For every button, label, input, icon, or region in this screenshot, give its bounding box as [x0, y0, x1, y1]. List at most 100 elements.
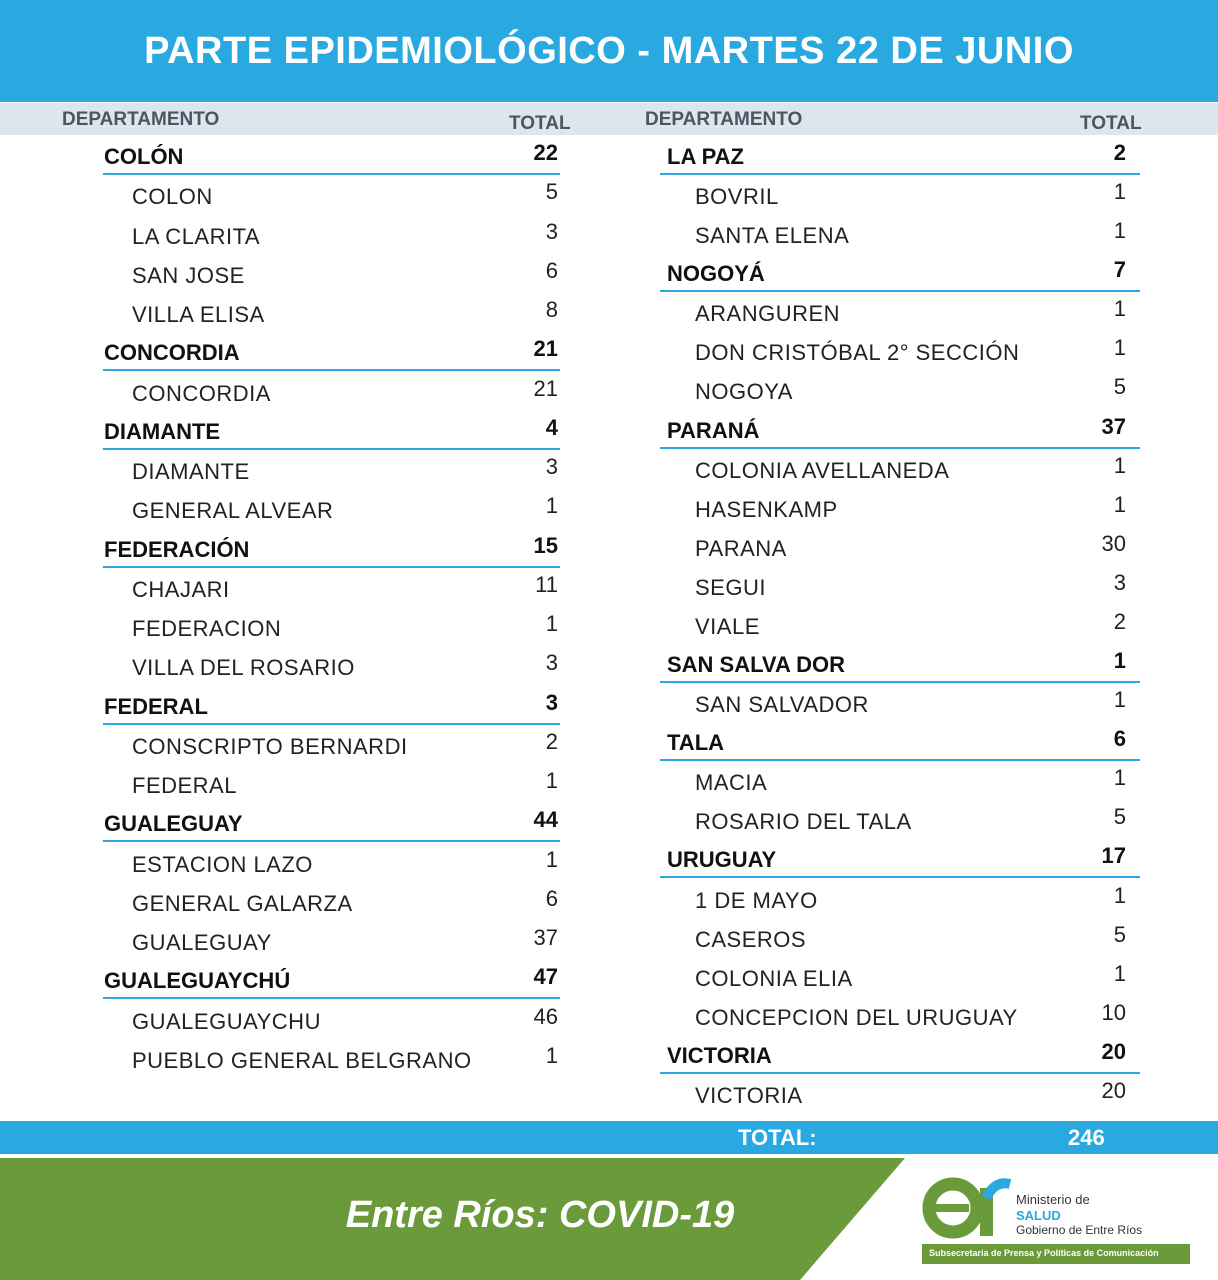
department-name: PARANÁ [667, 417, 760, 443]
department-rule [103, 173, 560, 175]
locality-name: CONCEPCION DEL URUGUAY [695, 1004, 1018, 1030]
department-total: 3 [545, 689, 558, 715]
logo-office: Subsecretaria de Prensa y Políticas de C… [929, 1248, 1159, 1258]
locality-name: PUEBLO GENERAL BELGRANO [132, 1047, 472, 1073]
department-rule [103, 997, 560, 1000]
department-total: 1 [1113, 648, 1126, 674]
locality-name: VICTORIA [695, 1082, 803, 1108]
department-rule [660, 446, 1140, 449]
department-rule [660, 876, 1140, 879]
locality-count: 3 [1113, 569, 1126, 595]
department-total: 22 [533, 140, 558, 165]
locality-name: CONCORDIA [132, 380, 271, 406]
department-total: 17 [1101, 843, 1126, 869]
column-header: DEPARTAMENTO [62, 109, 220, 130]
locality-name: SANTA ELENA [695, 223, 850, 249]
total-value: 246 [1068, 1125, 1105, 1150]
header-bar [0, 0, 1218, 102]
locality-name: VIALE [695, 613, 760, 639]
department-total: 6 [1113, 726, 1126, 752]
department-total: 20 [1101, 1038, 1126, 1064]
locality-name: SAN SALVADOR [695, 692, 869, 718]
locality-name: DIAMANTE [132, 459, 250, 485]
locality-count: 5 [1113, 804, 1126, 830]
total-bar [0, 1121, 1218, 1154]
column-header: DEPARTAMENTO [645, 109, 803, 130]
locality-count: 1 [1113, 452, 1126, 478]
department-total: 2 [1113, 140, 1126, 165]
column-header-bar [0, 103, 1218, 135]
locality-name: HASENKAMP [695, 496, 838, 522]
logo-area: SALUD [1016, 1208, 1061, 1223]
locality-count: 6 [545, 257, 558, 283]
locality-count: 6 [545, 885, 558, 911]
locality-name: DON CRISTÓBAL 2° SECCIÓN [695, 340, 1020, 366]
locality-name: GENERAL ALVEAR [132, 498, 334, 524]
department-name: FEDERAL [104, 693, 208, 719]
locality-count: 2 [545, 728, 558, 754]
locality-count: 3 [545, 218, 558, 244]
department-total: 15 [533, 532, 558, 558]
locality-count: 1 [545, 611, 558, 637]
locality-count: 1 [1113, 335, 1126, 361]
locality-count: 1 [1113, 179, 1126, 205]
locality-name: GUALEGUAY [132, 930, 272, 956]
department-name: SAN SALVA DOR [667, 652, 846, 678]
locality-count: 1 [545, 493, 558, 519]
locality-name: COLONIA ELIA [695, 965, 853, 991]
department-rule [660, 173, 1140, 175]
department-name: GUALEGUAYCHÚ [104, 968, 291, 994]
locality-count: 3 [545, 454, 558, 480]
locality-name: SEGUI [695, 574, 766, 600]
locality-name: GUALEGUAYCHU [132, 1008, 321, 1034]
locality-name: CONSCRIPTO BERNARDI [132, 733, 408, 759]
department-name: FEDERACIÓN [104, 536, 250, 562]
locality-name: FEDERAL [132, 773, 237, 799]
locality-name: COLONIA AVELLANEDA [695, 457, 950, 483]
locality-name: FEDERACION [132, 616, 282, 642]
department-name: COLÓN [104, 144, 184, 169]
locality-count: 1 [1113, 218, 1126, 244]
column-header: TOTAL [509, 113, 571, 134]
locality-name: ESTACION LAZO [132, 851, 313, 877]
locality-name: 1 DE MAYO [695, 887, 818, 913]
total-label: TOTAL: [738, 1125, 817, 1150]
locality-count: 1 [1113, 960, 1126, 986]
department-name: DIAMANTE [104, 418, 221, 444]
locality-name: ARANGUREN [695, 301, 841, 327]
department-rule [660, 681, 1140, 684]
footer-shapes [800, 1158, 1218, 1280]
locality-name: VILLA DEL ROSARIO [132, 655, 355, 681]
column-header: TOTAL [1080, 113, 1142, 134]
locality-count: 2 [1113, 608, 1126, 634]
locality-name: MACIA [695, 770, 768, 796]
locality-count: 30 [1101, 530, 1126, 556]
department-rule [103, 565, 560, 568]
department-rule [103, 722, 560, 725]
locality-count: 5 [1113, 374, 1126, 400]
locality-count: 20 [1101, 1077, 1126, 1103]
locality-name: CASEROS [695, 926, 807, 952]
department-total: 21 [533, 336, 558, 362]
locality-count: 1 [545, 1042, 558, 1068]
locality-count: 1 [545, 768, 558, 794]
department-rule [660, 290, 1140, 293]
locality-count: 8 [545, 297, 558, 323]
department-name: VICTORIA [667, 1042, 772, 1068]
department-name: GUALEGUAY [104, 811, 243, 837]
department-total: 44 [533, 807, 558, 833]
department-rule [103, 447, 560, 450]
locality-name: VILLA ELISA [132, 302, 265, 328]
department-name: NOGOYÁ [667, 261, 765, 287]
locality-count: 37 [533, 925, 558, 951]
locality-count: 1 [545, 846, 558, 872]
department-total: 7 [1113, 257, 1126, 283]
department-total: 47 [533, 964, 558, 990]
department-rule [103, 840, 560, 843]
locality-name: COLON [132, 184, 213, 210]
locality-count: 10 [1101, 999, 1126, 1025]
locality-count: 1 [1113, 882, 1126, 908]
locality-count: 5 [1113, 921, 1126, 947]
locality-name: LA CLARITA [132, 223, 261, 249]
